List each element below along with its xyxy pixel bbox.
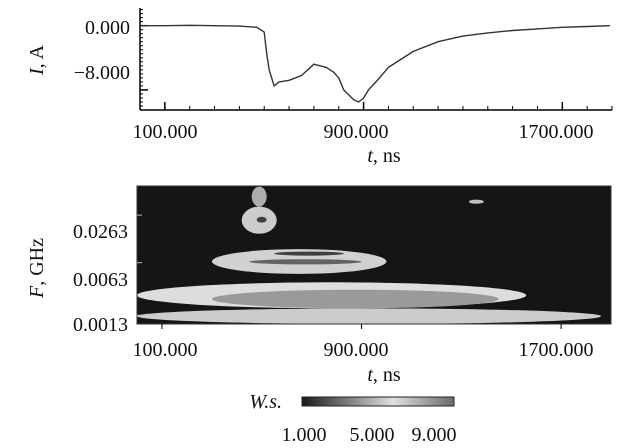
y-tick-label-1: −8.000 [74, 62, 130, 84]
x-axis-unit: , ns [373, 145, 401, 167]
spectrogram-region-5 [274, 251, 344, 256]
current-point [437, 41, 439, 43]
colorbar-gradient [301, 396, 455, 407]
current-point [268, 69, 270, 71]
f-tick-label-0: 0.0263 [73, 221, 128, 243]
current-point [313, 63, 315, 65]
f-tick-label-1: 0.0063 [73, 269, 128, 291]
f-axis-unit: , GHz [26, 238, 48, 286]
current-point [586, 25, 588, 28]
x-tick-label-0: 100.000 [133, 121, 198, 143]
current-point [353, 99, 355, 101]
colorbar-tick-label-2: 9.000 [412, 424, 457, 446]
t-tick-label-0: 100.000 [133, 339, 198, 361]
current-point [266, 53, 268, 55]
spectrogram-y-axis-title: F, GHz [26, 238, 48, 299]
current-point [387, 66, 389, 68]
current-point [487, 32, 489, 34]
current-point [263, 31, 265, 33]
current-point [189, 24, 191, 26]
y-axis-var: I [26, 67, 48, 76]
t-axis-var: t [367, 364, 373, 386]
spectrogram-x-axis-title: t, ns [367, 364, 401, 386]
spectrogram-region-4 [249, 259, 362, 265]
current-point [367, 89, 370, 91]
current-chart: 0.000 −8.000 100.000 900.000 1700.000 t,… [26, 8, 613, 167]
spectrogram-region-8 [256, 216, 267, 223]
x-tick-label-2: 1700.000 [519, 121, 594, 143]
current-point [256, 26, 258, 28]
current-point [608, 25, 611, 27]
current-point [536, 28, 539, 30]
x-tick-label-1: 900.000 [324, 121, 389, 143]
colorbar-label: W.s. [249, 391, 282, 413]
x-axis-var: t [367, 145, 373, 167]
t-axis-unit: , ns [373, 364, 401, 386]
spectrogram-ticks [137, 214, 562, 329]
current-point [238, 25, 240, 27]
colorbar-tick-label-1: 5.000 [350, 424, 395, 446]
spectrogram-region-7 [251, 186, 267, 207]
current-series-line-0 [141, 24, 610, 103]
f-tick-label-2: 0.0013 [73, 314, 128, 336]
spectrogram-region-9 [468, 199, 484, 204]
current-point [358, 101, 360, 103]
spectrogram-regions [137, 186, 601, 325]
current-point [278, 81, 280, 83]
colorbar-tick-label-0: 1.000 [282, 424, 327, 446]
current-point [164, 25, 166, 27]
f-axis-var: F [26, 285, 48, 299]
current-point [213, 25, 216, 27]
current-y-axis-title: I, A [26, 44, 48, 76]
current-point [511, 29, 514, 32]
current-point [363, 97, 365, 99]
current-point [561, 26, 563, 28]
current-minor-ticks [139, 9, 613, 110]
current-point [273, 85, 275, 87]
spectrogram-chart: 0.0263 0.0063 0.0013 100.000 900.000 170… [26, 185, 612, 386]
current-point [338, 77, 340, 79]
current-point [300, 74, 303, 77]
current-point [462, 35, 464, 37]
y-tick-label-0: 0.000 [85, 17, 130, 39]
t-tick-label-2: 1700.000 [519, 339, 594, 361]
current-x-axis-title: t, ns [367, 145, 401, 167]
colorbar: W.s. 1.000 5.000 9.000 [249, 391, 456, 446]
current-point [288, 79, 290, 81]
current-series [140, 24, 611, 103]
current-point [325, 66, 327, 68]
spectrogram-region-2 [211, 289, 499, 309]
y-axis-unit: , A [26, 44, 48, 68]
current-point [343, 89, 345, 91]
spectrogram-region-0 [137, 308, 601, 325]
current-point [140, 25, 142, 27]
current-point [412, 50, 414, 53]
current-point [375, 81, 377, 83]
current-point [333, 71, 335, 73]
spectrogram-frame [136, 185, 612, 325]
t-tick-label-1: 900.000 [324, 339, 389, 361]
